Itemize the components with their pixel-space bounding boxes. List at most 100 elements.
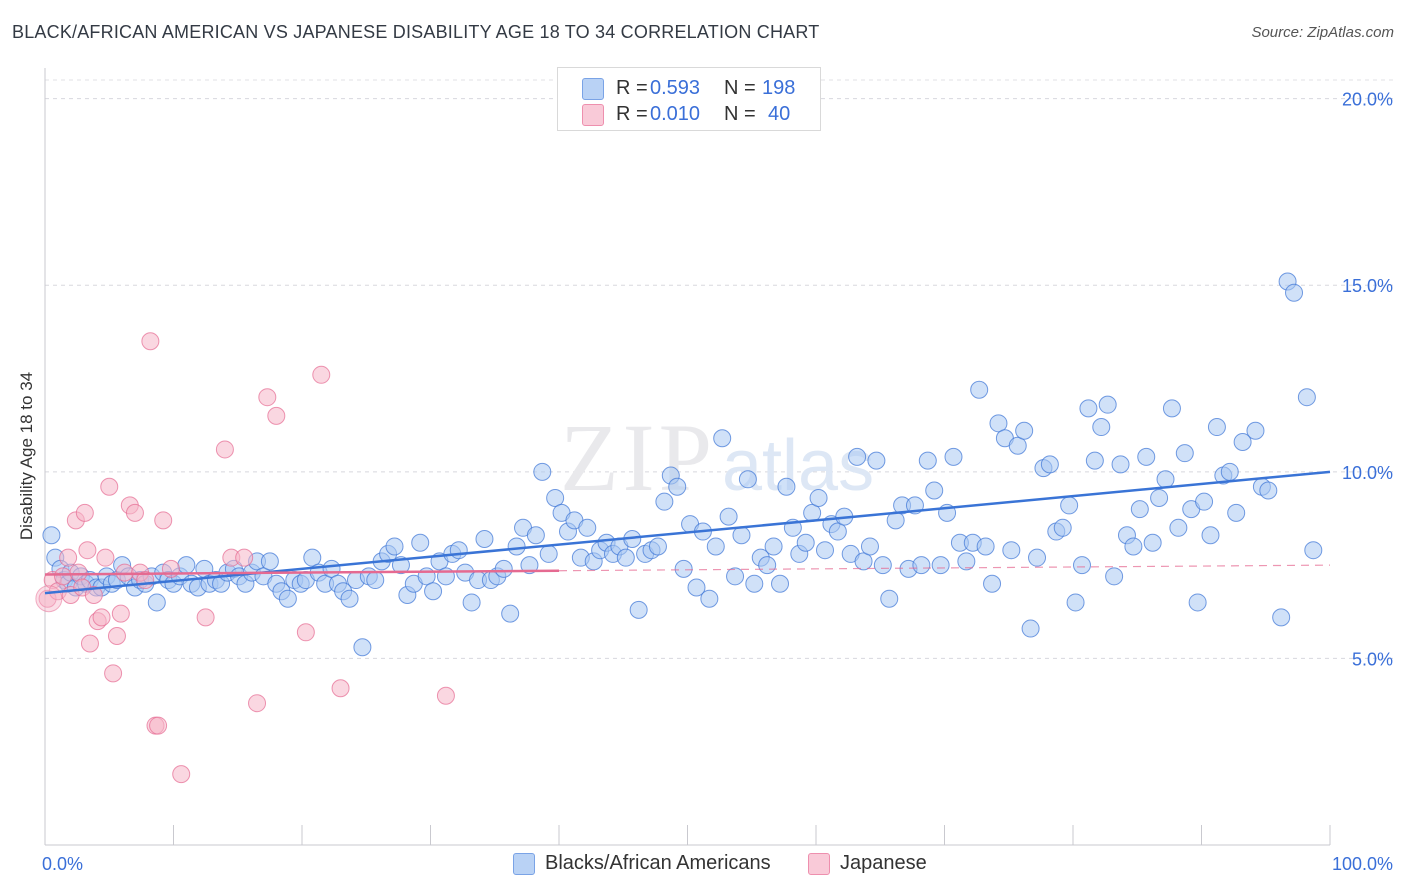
point-blacks	[1156, 470, 1175, 489]
point-blacks	[796, 533, 815, 552]
point-blacks	[1124, 537, 1143, 556]
point-blacks	[629, 600, 648, 619]
point-blacks	[1169, 518, 1188, 537]
point-blacks	[738, 470, 757, 489]
x-tick-label-min: 0.0%	[42, 854, 83, 874]
point-blacks	[668, 477, 687, 496]
point-blacks	[1111, 455, 1130, 474]
point-japanese	[141, 332, 160, 351]
point-blacks	[828, 522, 847, 541]
y-tick-label: 20.0%	[1342, 90, 1393, 110]
point-blacks	[424, 582, 443, 601]
point-blacks	[539, 544, 558, 563]
point-blacks	[1040, 455, 1059, 474]
point-japanese	[154, 511, 173, 530]
bottom-legend-label: Blacks/African Americans	[545, 852, 771, 874]
point-blacks	[1188, 593, 1207, 612]
chart-source: Source: ZipAtlas.com	[1251, 24, 1394, 41]
point-blacks	[1002, 541, 1021, 560]
legend-n-label: N =	[724, 103, 756, 125]
point-blacks	[771, 574, 790, 593]
bottom-legend-swatch-pink	[808, 853, 830, 875]
point-blacks	[366, 571, 385, 590]
point-blacks	[726, 567, 745, 586]
point-japanese	[331, 679, 350, 698]
point-blacks	[475, 530, 494, 548]
point-japanese	[84, 585, 103, 604]
point-blacks	[1195, 492, 1214, 511]
point-blacks	[758, 556, 777, 575]
point-blacks	[1008, 436, 1027, 455]
point-blacks	[42, 526, 61, 545]
point-blacks	[1150, 488, 1169, 507]
point-blacks	[655, 492, 674, 511]
point-japanese-cluster	[35, 585, 63, 613]
point-japanese	[92, 608, 111, 627]
point-blacks	[494, 559, 513, 578]
point-japanese	[78, 541, 97, 560]
y-axis-label: Disability Age 18 to 34	[17, 372, 36, 540]
point-blacks	[764, 537, 783, 556]
x-tick-label-max: 100.0%	[1332, 854, 1393, 874]
point-blacks	[745, 574, 764, 593]
point-japanese	[125, 503, 144, 522]
legend-n-value: 40	[768, 103, 791, 125]
axes	[44, 68, 1331, 846]
point-japanese	[96, 548, 115, 567]
point-blacks	[1227, 503, 1246, 522]
point-blacks	[674, 559, 693, 578]
legend-r-label: R =	[616, 103, 648, 125]
legend-r-value: 0.010	[650, 103, 701, 125]
legend-swatch-blue	[582, 78, 604, 100]
point-blacks	[957, 552, 976, 571]
point-blacks	[706, 537, 725, 556]
point-blacks	[533, 462, 552, 481]
point-blacks	[700, 589, 719, 608]
point-blacks	[815, 541, 834, 560]
point-japanese	[104, 664, 123, 683]
point-japanese	[75, 503, 94, 522]
point-blacks	[1079, 399, 1098, 418]
point-blacks	[546, 488, 565, 507]
point-blacks	[880, 589, 899, 608]
point-blacks	[1098, 395, 1117, 414]
point-blacks	[873, 556, 892, 575]
point-blacks	[1072, 556, 1091, 575]
point-japanese	[100, 477, 119, 496]
point-blacks	[719, 507, 738, 526]
y-tick-label: 5.0%	[1352, 649, 1393, 669]
legend-n-value: 198	[762, 77, 796, 99]
point-blacks	[1060, 496, 1079, 515]
point-blacks	[1272, 608, 1291, 627]
point-japanese	[149, 716, 168, 735]
point-blacks	[777, 477, 796, 496]
point-japanese	[69, 563, 88, 582]
point-blacks	[616, 548, 635, 567]
point-blacks	[1285, 283, 1304, 302]
point-blacks	[353, 638, 372, 657]
data-points	[35, 272, 1323, 784]
point-blacks	[713, 429, 732, 448]
point-blacks	[1092, 418, 1111, 437]
point-blacks	[1207, 418, 1226, 437]
trend-lines	[44, 470, 1331, 595]
point-blacks	[1162, 399, 1181, 418]
point-blacks	[526, 526, 545, 545]
point-blacks	[462, 593, 481, 612]
point-blacks	[1021, 619, 1040, 638]
point-blacks	[1233, 432, 1252, 451]
point-japanese	[215, 440, 234, 459]
point-japanese	[80, 634, 99, 653]
y-tick-label: 15.0%	[1342, 276, 1393, 296]
point-japanese	[59, 548, 78, 567]
point-blacks	[912, 556, 931, 575]
point-blacks	[1175, 444, 1194, 463]
point-blacks	[1053, 518, 1072, 537]
watermark-atlas: atlas	[722, 426, 874, 506]
legend-r-label: R =	[616, 77, 648, 99]
trend-line-japanese-extended	[558, 564, 1331, 572]
point-blacks	[1259, 481, 1278, 500]
point-blacks	[944, 447, 963, 466]
point-blacks	[278, 589, 297, 608]
point-blacks	[507, 537, 526, 556]
